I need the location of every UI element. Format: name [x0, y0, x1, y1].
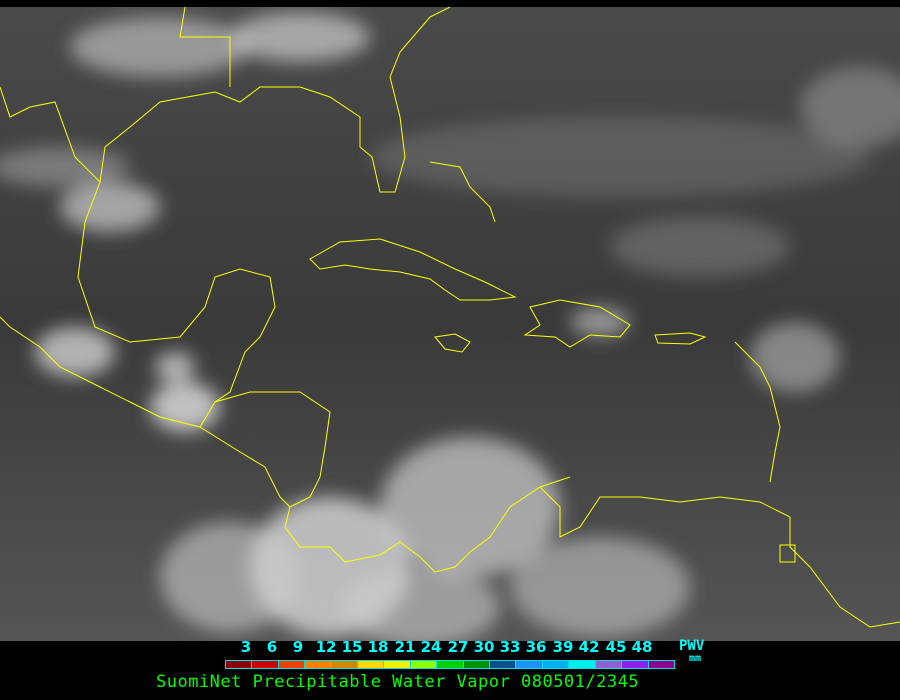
- legend-tick: 39: [552, 638, 574, 656]
- legend-tick: 18: [367, 638, 389, 656]
- legend-tick: 24: [420, 638, 442, 656]
- legend-tick: 27: [447, 638, 469, 656]
- color-scale-segment: [490, 661, 517, 668]
- image-title: SuomiNet Precipitable Water Vapor 080501…: [156, 672, 640, 692]
- legend-tick: 9: [292, 638, 304, 656]
- color-scale-segment: [516, 661, 543, 668]
- color-scale-segment: [648, 661, 674, 668]
- trinidad: [779, 544, 796, 563]
- unit-label: PWV: [679, 638, 705, 654]
- color-scale-segment: [252, 661, 279, 668]
- unit: mm: [689, 653, 702, 664]
- hispaniola: [523, 299, 631, 348]
- legend-tick: 15: [341, 638, 363, 656]
- legend-tick: 3: [240, 638, 252, 656]
- central-america-pacific: [199, 426, 291, 508]
- cloud-layer: [0, 12, 900, 641]
- color-scale-segment: [384, 661, 411, 668]
- jamaica: [434, 333, 471, 353]
- color-scale-segment: [305, 661, 332, 668]
- legend-tick: 21: [394, 638, 416, 656]
- legend-tick: 33: [499, 638, 521, 656]
- color-scale-segment: [542, 661, 570, 668]
- color-scale-segment: [331, 661, 359, 668]
- color-scale-segment: [410, 661, 438, 668]
- us-gulf-coast: [0, 7, 451, 193]
- color-scale-segment: [226, 661, 253, 668]
- lesser-antilles: [734, 341, 781, 483]
- color-scale-segment: [595, 661, 623, 668]
- central-america: [214, 391, 571, 573]
- color-scale-segment: [437, 661, 464, 668]
- cuba: [309, 238, 517, 301]
- legend-tick: 48: [631, 638, 653, 656]
- pwv-legend: 3 6 9 12 15 18 21 24 27 30 33 36 39 42 4…: [0, 638, 900, 700]
- color-scale-segment: [463, 661, 491, 668]
- legend-tick: 6: [266, 638, 278, 656]
- legend-tick: 45: [605, 638, 627, 656]
- color-scale-segment: [278, 661, 306, 668]
- color-scale-segment: [358, 661, 385, 668]
- south-america-coast: [539, 486, 900, 628]
- coastlines: [0, 7, 900, 628]
- legend-tick: 36: [525, 638, 547, 656]
- legend-tick: 12: [315, 638, 337, 656]
- puerto-rico: [654, 332, 707, 345]
- color-scale-bar: [225, 660, 675, 669]
- satellite-map: [0, 7, 900, 641]
- legend-tick: 30: [473, 638, 495, 656]
- mexico-coast: [0, 181, 276, 428]
- us-state-borders: [179, 7, 231, 87]
- color-scale-segment: [622, 661, 649, 668]
- color-scale-segment: [569, 661, 596, 668]
- legend-tick: 42: [578, 638, 600, 656]
- bahamas: [429, 161, 496, 223]
